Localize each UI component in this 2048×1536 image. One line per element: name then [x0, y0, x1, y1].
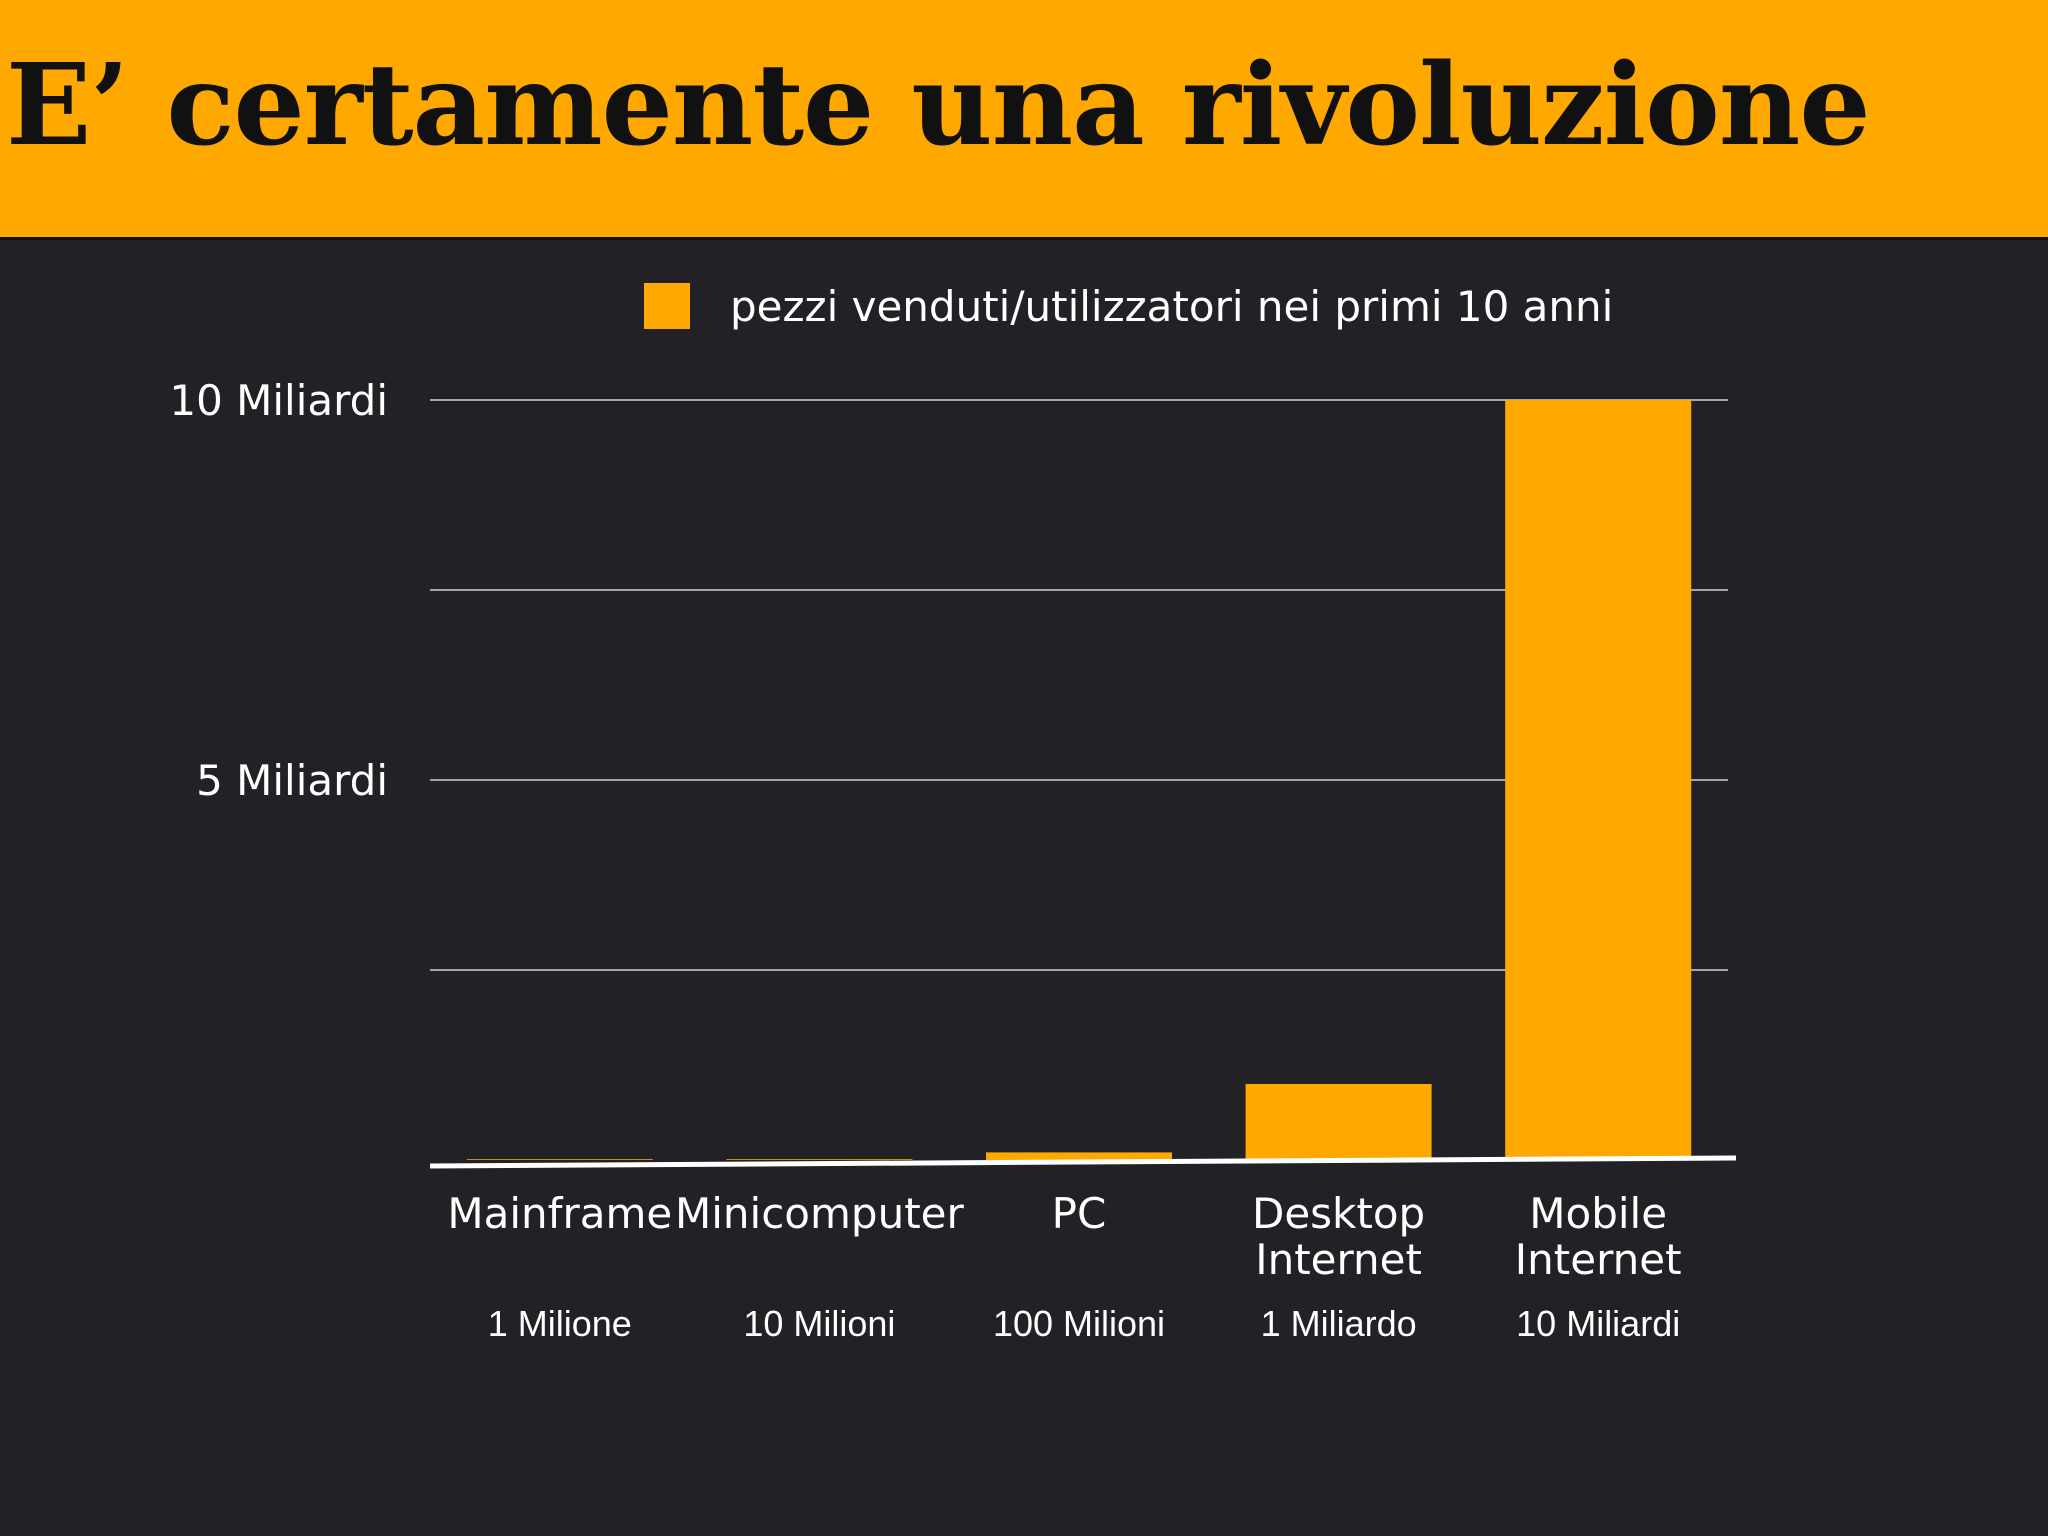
x-axis-line [429, 1155, 1737, 1169]
bar [1245, 1084, 1432, 1160]
data-value-label: 10 Miliardi [1516, 1303, 1680, 1344]
data-value-label: 1 Milione [488, 1303, 632, 1344]
slide-title: E’ certamente una rivoluzione [6, 40, 1871, 171]
data-value-label: 100 Milioni [993, 1303, 1165, 1344]
bar [466, 1159, 653, 1160]
x-category-label: Internet [1515, 1235, 1682, 1284]
y-tick-label: 10 Miliardi [169, 376, 388, 425]
title-bar: E’ certamente una rivoluzione [0, 0, 2048, 240]
legend-swatch [644, 283, 690, 329]
bar [726, 1159, 913, 1160]
bars [466, 400, 1692, 1160]
x-category-label: Mainframe [447, 1189, 672, 1238]
axis-labels: 5 Miliardi 10 Miliardi Mainframe 1 Milione M… [169, 376, 1681, 1344]
data-value-label: 1 Miliardo [1261, 1303, 1417, 1344]
x-category-label: Desktop [1252, 1189, 1425, 1238]
data-value-label: 10 Milioni [743, 1303, 895, 1344]
bar [986, 1152, 1172, 1160]
x-category-label: PC [1052, 1189, 1107, 1238]
legend-label: pezzi venduti/utilizzatori nei primi 10 … [730, 281, 1614, 331]
chart-legend: pezzi venduti/utilizzatori nei primi 10 … [644, 281, 1614, 331]
x-axis [429, 1155, 1737, 1169]
bar [1505, 400, 1692, 1160]
y-tick-label: 5 Miliardi [196, 756, 388, 805]
x-category-label: Internet [1255, 1235, 1422, 1284]
x-category-label: Minicomputer [675, 1189, 964, 1238]
x-category-label: Mobile [1529, 1189, 1667, 1238]
